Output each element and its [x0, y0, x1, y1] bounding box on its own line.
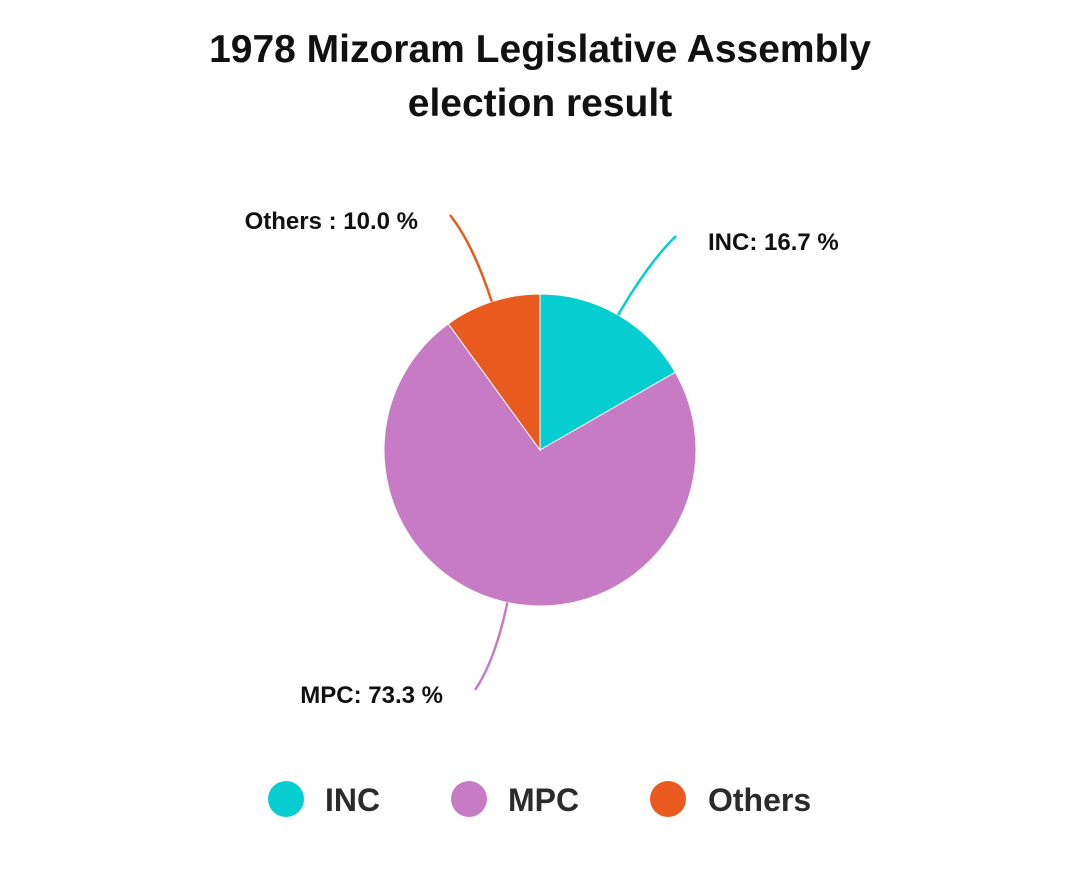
legend-label-inc: INC: [325, 782, 380, 818]
slice-data-labels: INC: 16.7 % MPC: 73.3 % Others : 10.0 %: [245, 208, 839, 709]
legend-marker-mpc: [451, 781, 487, 817]
legend-label-others: Others: [708, 782, 811, 818]
legend-label-mpc: MPC: [508, 782, 579, 818]
leader-line-others: [449, 214, 493, 303]
pie-slice-mpc: [383, 323, 697, 607]
slice-leader-lines: [449, 214, 677, 691]
leader-line-inc: [617, 235, 677, 316]
pie-slice-others: [447, 293, 541, 452]
data-label-inc: INC: 16.7 %: [708, 229, 839, 256]
chart-title-line-2: election result: [408, 82, 672, 125]
leader-line-mpc: [473, 602, 509, 691]
legend: INC MPC Others: [268, 781, 811, 818]
chart-title-line-1: 1978 Mizoram Legislative Assembly: [209, 28, 871, 71]
legend-marker-inc: [268, 781, 304, 817]
legend-marker-others: [650, 781, 686, 817]
data-label-mpc: MPC: 73.3 %: [300, 682, 443, 709]
pie-slices: [383, 293, 697, 607]
data-label-others: Others : 10.0 %: [245, 208, 418, 235]
